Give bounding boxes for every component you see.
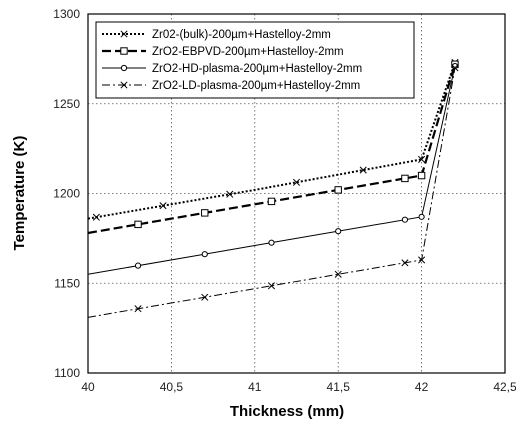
series-2-marker-5 <box>417 171 426 180</box>
series-1-marker-1 <box>159 202 167 210</box>
series-1-marker-2 <box>226 190 234 198</box>
series-3 <box>87 62 459 275</box>
legend-label-4: ZrO2-LD-plasma-200µm+Hastelloy-2mm <box>152 80 360 92</box>
series-4-marker-1 <box>201 293 209 301</box>
x-tick-label-3: 41,5 <box>327 380 351 394</box>
x-tick-label-4: 42 <box>415 380 429 394</box>
x-tick-label-2: 41 <box>248 380 262 394</box>
series-1-marker-3 <box>292 178 301 186</box>
y-tick-label-3: 1250 <box>53 97 80 111</box>
series-3-marker-1 <box>201 251 208 258</box>
series-4-marker-2 <box>267 282 276 290</box>
series-3-marker-2 <box>268 239 275 246</box>
series-3-marker-0 <box>134 262 142 269</box>
series-4-marker-3 <box>334 270 342 278</box>
series-2-marker-1 <box>201 209 209 217</box>
series-line-1 <box>87 62 456 220</box>
x-tick-label-1: 40,5 <box>160 380 184 394</box>
plot-area-frame <box>87 13 506 374</box>
series-1-marker-5 <box>418 155 426 163</box>
x-tick-label-5: 42,5 <box>493 380 516 394</box>
y-axis-title: Temperature (K) <box>11 136 28 251</box>
series-layer <box>87 58 459 318</box>
x-axis-title: Thickness (mm) <box>230 403 344 420</box>
series-1-marker-0 <box>92 213 100 221</box>
legend-swatch-marker-1 <box>120 30 128 38</box>
series-3-marker-3 <box>335 228 342 235</box>
y-tick-label-4: 1300 <box>53 7 80 21</box>
series-4-marker-0 <box>134 305 142 313</box>
series-3-marker-5 <box>418 213 425 220</box>
legend-label-1: Zr02-(bulk)-200µm+Hastelloy-2mm <box>152 29 331 41</box>
legend-swatch-marker-4 <box>120 81 128 89</box>
legend-swatch-marker-2 <box>120 47 128 55</box>
y-tick-label-1: 1150 <box>54 276 80 290</box>
legend-entry-1: Zr02-(bulk)-200µm+Hastelloy-2mm <box>102 29 331 41</box>
series-1-marker-4 <box>359 166 367 174</box>
x-tick-label-0: 40 <box>81 380 95 394</box>
series-4-marker-4 <box>401 259 409 267</box>
grid-lines <box>88 14 505 373</box>
series-4-marker-6 <box>451 64 459 72</box>
series-3-marker-4 <box>401 216 409 223</box>
y-tick-label-0: 1100 <box>54 366 80 380</box>
series-2-marker-0 <box>134 220 142 229</box>
legend-entry-3: ZrO2-HD-plasma-200µm+Hastelloy-2mm <box>102 63 362 75</box>
legend-label-3: ZrO2-HD-plasma-200µm+Hastelloy-2mm <box>152 63 362 75</box>
legend-label-2: ZrO2-EBPVD-200µm+Hastelloy-2mm <box>152 46 344 58</box>
series-line-4 <box>87 67 456 318</box>
y-tick-label-2: 1200 <box>53 187 80 201</box>
legend-box <box>95 21 415 99</box>
legend-swatch-marker-3 <box>120 64 128 72</box>
series-2-marker-4 <box>401 174 409 183</box>
series-1 <box>87 58 459 221</box>
legend: Zr02-(bulk)-200µm+Hastelloy-2mm ZrO2-EBPV… <box>95 21 415 99</box>
series-2-marker-2 <box>267 197 276 206</box>
legend-entry-2: ZrO2-EBPVD-200µm+Hastelloy-2mm <box>102 46 344 58</box>
series-4 <box>87 64 459 318</box>
series-2-marker-3 <box>334 186 342 194</box>
series-4-marker-5 <box>418 256 426 264</box>
axis-ticks: 40 40,5 41 41,5 42 42,5 1100 1150 1200 1250 1300 <box>53 7 516 394</box>
legend-entry-4: ZrO2-LD-plasma-200µm+Hastelloy-2mm <box>102 80 360 92</box>
